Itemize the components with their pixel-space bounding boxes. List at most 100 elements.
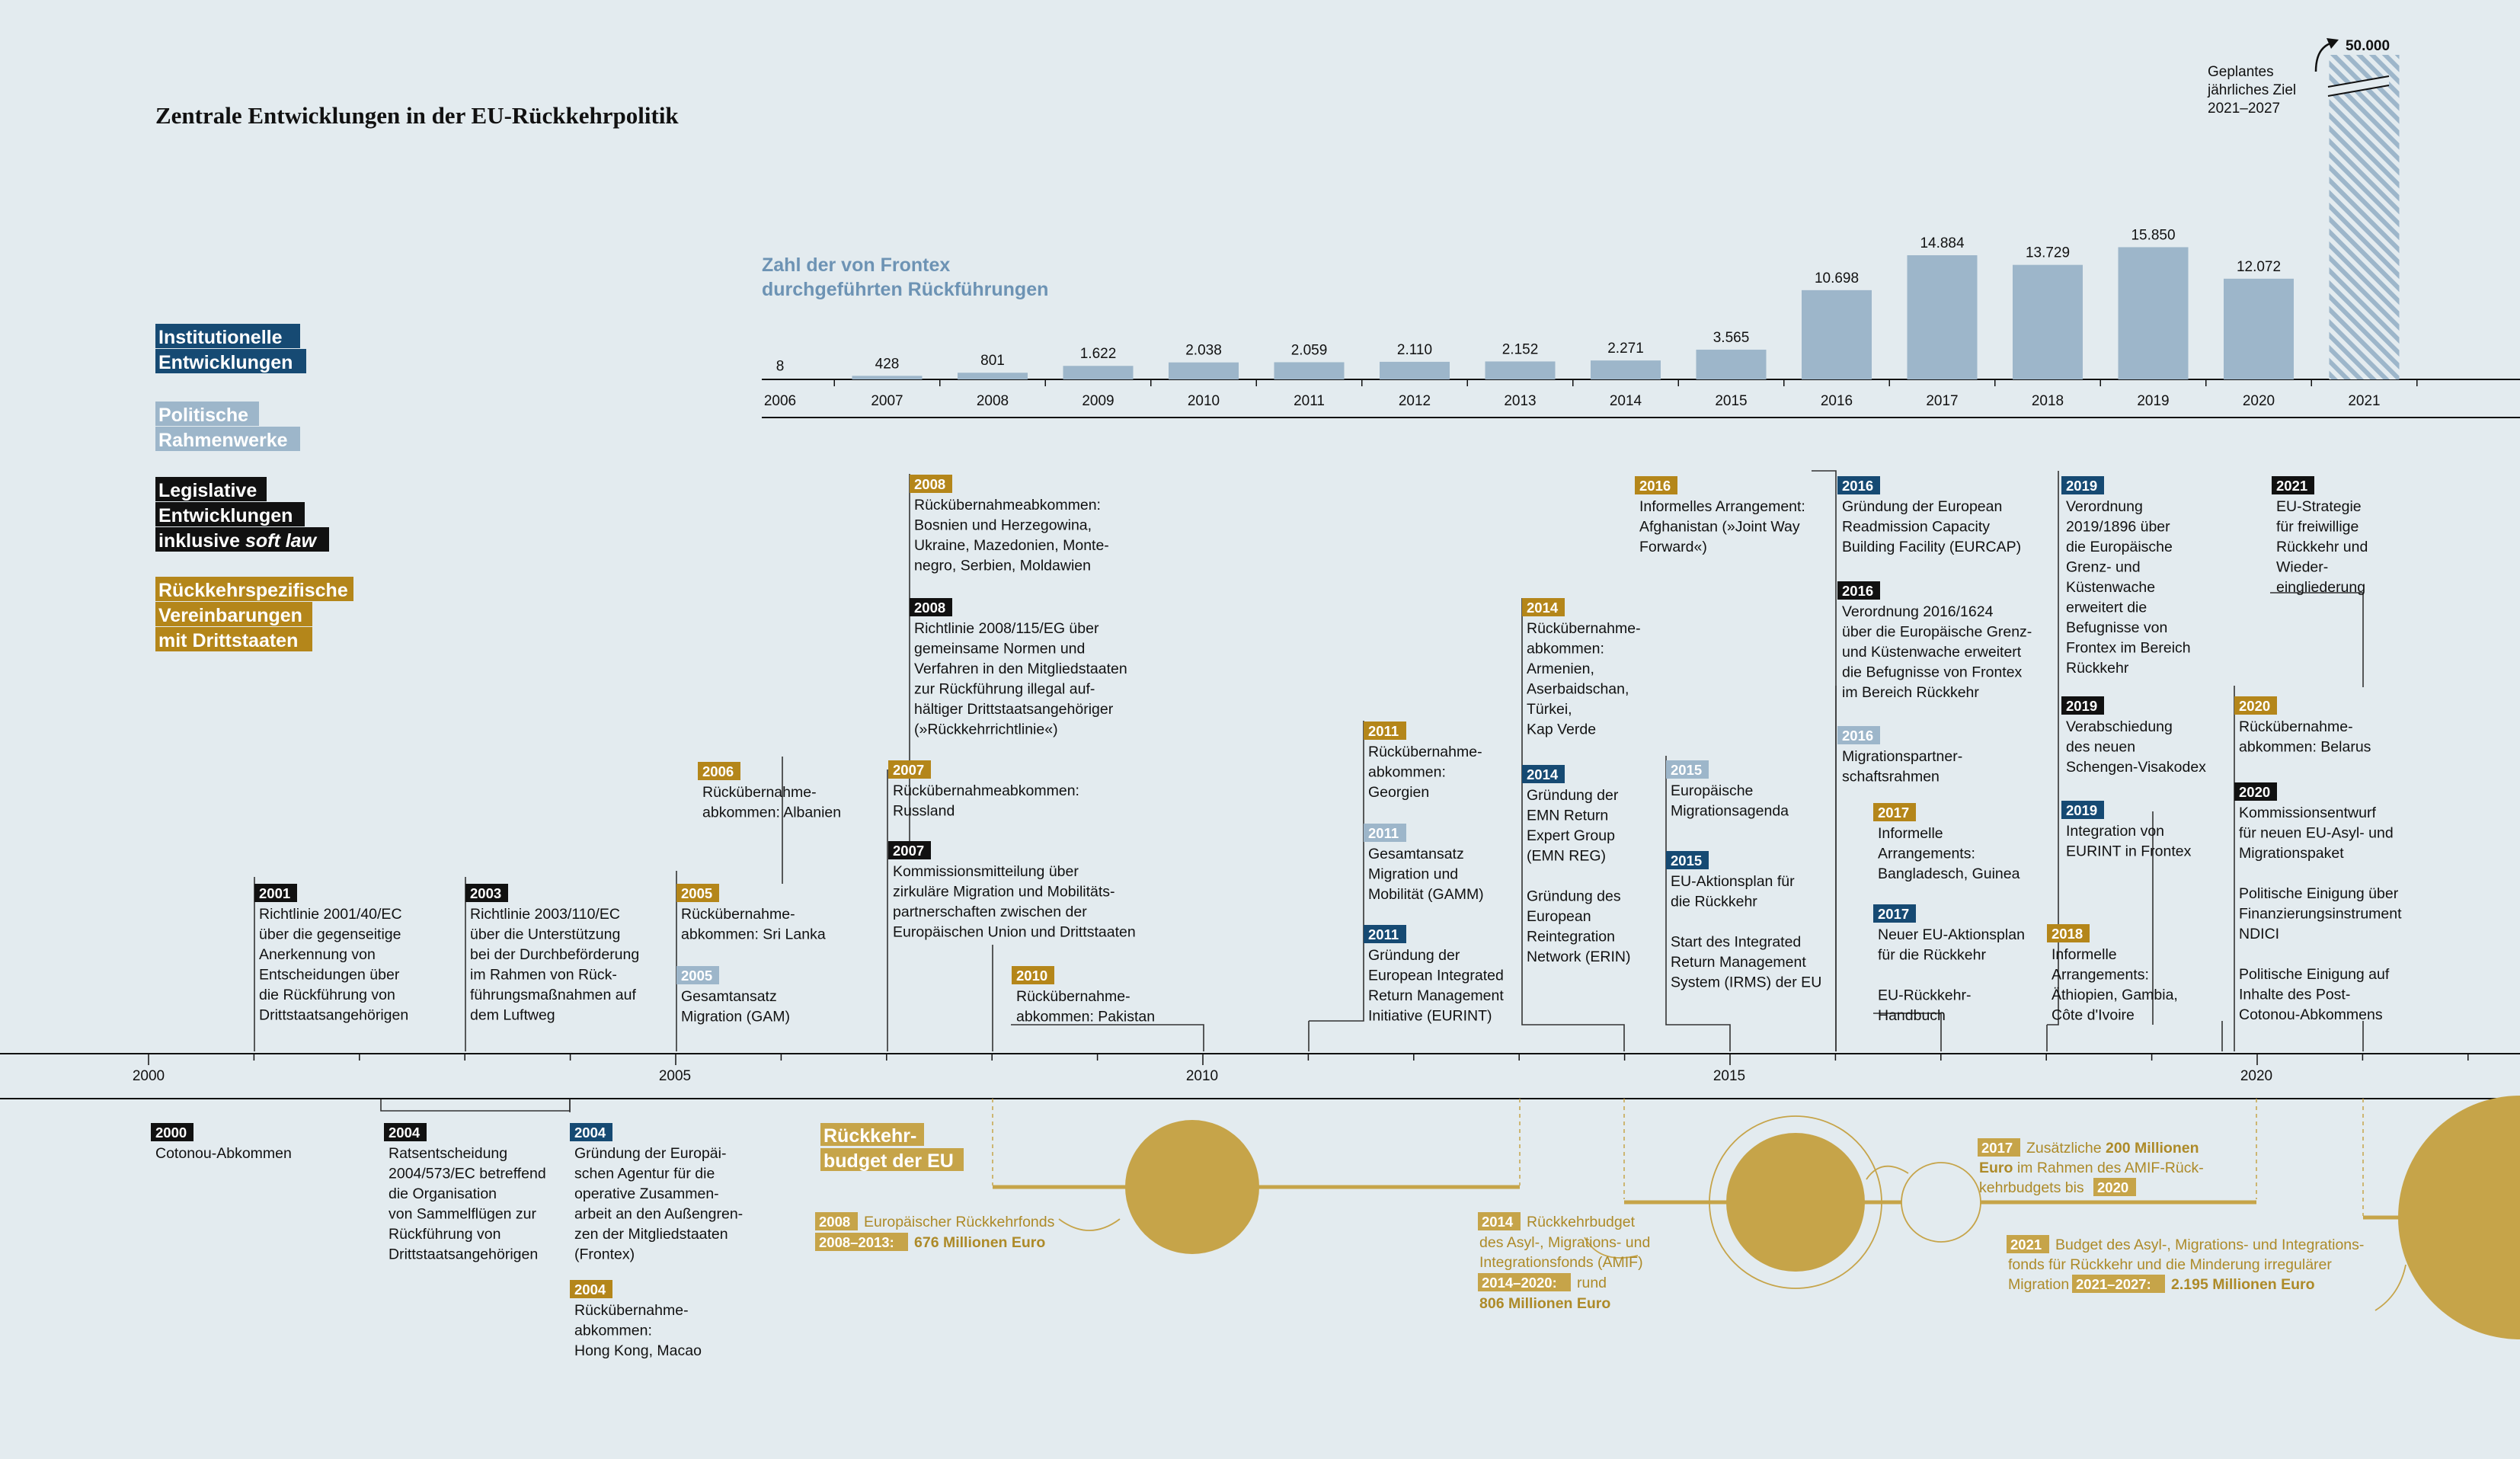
chart-title-line-2: durchgeführten Rückführungen: [762, 279, 1048, 300]
above-event-10-line-0: Rückübernahme-: [1368, 744, 1482, 760]
above-event-10-line-1: abkommen:: [1368, 764, 1446, 781]
above-event-0-line-0: Richtlinie 2001/40/EC: [259, 906, 402, 923]
axis-year-2015: 2015: [1713, 1068, 1745, 1084]
year-tag-label-2014: 2014: [1527, 600, 1559, 616]
above-event-9-line-1: abkommen: Pakistan: [1016, 1009, 1155, 1025]
goal-note-line-2: jährliches Ziel: [2207, 82, 2296, 98]
bar-2010: [1169, 362, 1239, 379]
legend-legislative-swatch-3: [155, 527, 329, 552]
above-event-29-line-10: Cotonou-Abkommens: [2239, 1006, 2383, 1023]
above-event-13-line-4: Türkei,: [1527, 701, 1572, 718]
above-event-26: 2019 Integration von EURINT in Frontex: [2061, 801, 2192, 860]
above-event-24-line-2: die Europäische: [2066, 539, 2173, 555]
above-event-15-line-1: Migrationsagenda: [1671, 803, 1789, 820]
above-event-24-line-0: Verordnung: [2066, 498, 2143, 515]
above-event-2: 2005 Rückübernahme-abkommen: Sri Lanka: [676, 884, 826, 943]
above-event-8-line-1: zirkuläre Migration und Mobilitäts-: [893, 884, 1115, 901]
above-event-24-line-7: Frontex im Bereich: [2066, 640, 2191, 657]
above-event-24-line-1: 2019/1896 über: [2066, 519, 2170, 536]
above-event-16-line-5: System (IRMS) der EU: [1671, 974, 1821, 991]
above-event-3-line-1: Migration (GAM): [681, 1009, 790, 1025]
budget-2017-line-1-rest: im Rahmen des AMIF-Rück-: [2013, 1160, 2203, 1176]
bar-year-label-2012: 2012: [1399, 393, 1431, 409]
above-event-6-line-3: zur Rückführung illegal auf-: [914, 681, 1095, 698]
above-event-23-line-1: Arrangements:: [2051, 967, 2149, 984]
above-event-12-line-0: Gründung der: [1368, 947, 1460, 964]
budget-2008-callout: [1058, 1218, 1121, 1231]
above-event-8-line-3: Europäischen Union und Drittstaaten: [893, 924, 1136, 941]
budget-title-line-2: budget der EU: [823, 1150, 954, 1172]
above-event-18: 2016 Gründung der European Readmission Cap…: [1837, 476, 2021, 555]
bar-year-label-2010: 2010: [1188, 393, 1220, 409]
below-event-1-line-5: Drittstaatsangehörigen: [389, 1246, 538, 1263]
budget-2021-callout: [2374, 1264, 2406, 1311]
year-tag-2016: [1837, 476, 1880, 494]
above-event-24-line-8: Rückkehr: [2066, 660, 2129, 677]
budget-2017-euro: Euro: [1979, 1160, 2013, 1176]
above-event-5-line-0: Rückübernahmeabkommen:: [914, 497, 1101, 514]
year-tag-label-2018: 2018: [2051, 926, 2083, 942]
above-event-15: 2015 Europäische Migrationsagenda: [1666, 760, 1789, 820]
year-tag-label-2005: 2005: [681, 968, 712, 984]
above-event-13-line-3: Aserbaidschan,: [1527, 681, 1629, 698]
above-event-29-line-2: Migrationspaket: [2239, 845, 2344, 862]
above-event-6-line-4: hältiger Drittstaatsangehöriger: [914, 701, 1114, 718]
year-tag-2008: [910, 475, 952, 493]
above-event-22-line-1: für die Rückkehr: [1878, 947, 1986, 964]
bar-2008: [958, 373, 1028, 379]
below-event-2-line-4: zen der Mitgliedstaaten: [574, 1226, 728, 1243]
bar-year-label-2016: 2016: [1821, 393, 1853, 409]
budget-strip: Rückkehr- budget der EU 2008 Europäischer…: [815, 1096, 2520, 1339]
above-event-19-line-1: über die Europäische Grenz-: [1842, 624, 2032, 641]
above-event-14-line-6: European: [1527, 908, 1591, 925]
above-event-25: 2019 Verabschiedung des neuen Schengen-Visa…: [2061, 696, 2206, 776]
legend-political-line-1: Politische: [158, 405, 248, 426]
above-event-7-line-1: Russland: [893, 803, 955, 820]
above-event-29-line-4: Politische Einigung über: [2239, 885, 2399, 902]
year-tag-2004: [384, 1123, 427, 1141]
above-event-5-line-2: Ukraine, Mazedonien, Monte-: [914, 537, 1109, 554]
above-event-10-line-2: Georgien: [1368, 784, 1429, 801]
year-tag-label-2016: 2016: [1842, 583, 1873, 599]
above-event-24-line-5: erweitert die: [2066, 600, 2147, 616]
bar-value-label-2018: 13.729: [2026, 245, 2070, 261]
above-event-1: 2003 Richtlinie 2003/110/EC über die Unter…: [465, 884, 639, 1024]
bar-2020: [2224, 278, 2294, 379]
below-event-2: 2004 Gründung der Europäi-schen Agentur f…: [570, 1123, 743, 1263]
above-event-1-line-5: dem Luftweg: [470, 1007, 555, 1024]
events-below-axis: 2000 Cotonou-Abkommen 2004 Ratsentscheidung…: [151, 1123, 743, 1359]
above-event-23-line-3: Côte d'Ivoire: [2051, 1007, 2135, 1024]
year-tag-2003: [465, 884, 508, 902]
budget-2021-line-0: Budget des Asyl-, Migrations- und Integr…: [2055, 1237, 2364, 1253]
bar-2015: [1696, 349, 1767, 379]
above-event-14-line-5: Gründung des: [1527, 888, 1621, 905]
budget-2017-callout: [1866, 1165, 1909, 1180]
budget-2017-plain: Zusätzliche: [2026, 1140, 2106, 1157]
above-event-26-line-0: Integration von: [2066, 823, 2164, 840]
year-tag-label-2015: 2015: [1671, 853, 1702, 869]
legend-thirdcountry-swatch-3: [155, 627, 312, 651]
above-event-23: 2018 Informelle Arrangements: Äthiopien, Ga…: [2047, 924, 2178, 1024]
below-event-2-line-0: Gründung der Europäi-: [574, 1145, 726, 1162]
year-tag-2015: [1666, 851, 1709, 869]
bar-year-label-2007: 2007: [871, 393, 903, 409]
below-event-2-line-2: operative Zusammen-: [574, 1185, 719, 1202]
legend: Institutionelle Entwicklungen Politische…: [155, 324, 353, 651]
budget-notes: 2008 Europäischer Rückkehrfonds 2008–2013:…: [815, 1138, 2364, 1312]
legend-institutional-swatch-2: [155, 349, 306, 373]
bar-value-label-2016: 10.698: [1815, 270, 1859, 286]
below-event-2-line-1: schen Agentur für die: [574, 1166, 715, 1182]
above-event-27-line-4: eingliederung: [2276, 579, 2365, 596]
bar-2011: [1274, 362, 1345, 379]
below-event-1-line-3: von Sammelflügen zur: [389, 1206, 537, 1223]
above-event-21-line-0: Informelle: [1878, 825, 1943, 842]
budget-tag-2014-2020-label: 2014–2020:: [1482, 1275, 1557, 1291]
below-event-3-line-0: Rückübernahme-: [574, 1302, 689, 1319]
bar-year-label-2008: 2008: [977, 393, 1009, 409]
year-tag-label-2014: 2014: [1527, 766, 1559, 782]
legend-institutional-line-2: Entwicklungen: [158, 352, 293, 373]
below-event-0: 2000 Cotonou-Abkommen: [151, 1123, 292, 1162]
above-event-27-line-1: für freiwillige: [2276, 519, 2359, 536]
above-event-18-line-1: Readmission Capacity: [1842, 519, 1990, 536]
